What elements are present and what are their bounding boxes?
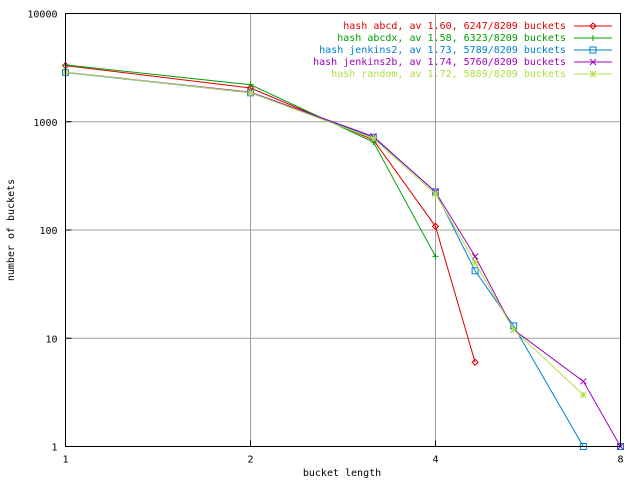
series-5 xyxy=(62,68,587,399)
data-point xyxy=(589,22,597,30)
legend-item: hash jenkins2b, av 1.74, 5760/8209 bucke… xyxy=(313,57,612,68)
data-point xyxy=(589,46,597,54)
data-point xyxy=(247,89,254,96)
data-point xyxy=(579,377,587,385)
series-line xyxy=(65,64,436,257)
data-point xyxy=(510,326,517,334)
legend-label: hash jenkins2, av 1.73, 5789/8209 bucket… xyxy=(319,45,566,56)
y-tick-label: 10000 xyxy=(27,10,57,21)
grid xyxy=(65,13,621,447)
data-point xyxy=(247,81,254,88)
data-point xyxy=(471,259,479,266)
series-3 xyxy=(62,69,624,450)
data-point xyxy=(579,391,587,399)
x-tick-label: 8 xyxy=(617,455,623,466)
data-point xyxy=(370,135,377,142)
y-tick-label: 10 xyxy=(45,334,57,345)
series-line xyxy=(65,72,621,447)
data-point xyxy=(432,190,439,198)
series-line xyxy=(65,71,621,447)
legend-label: hash abcd, av 1.60, 6247/8209 buckets xyxy=(343,21,566,32)
legend-item: hash random, av 1.72, 5889/8209 buckets xyxy=(331,69,612,80)
data-point xyxy=(590,35,596,41)
y-tick-label: 1 xyxy=(51,443,57,454)
data-point xyxy=(471,267,479,275)
series-1 xyxy=(61,61,479,366)
legend-label: hash abcdx, av 1.58, 6323/8209 buckets xyxy=(337,33,566,44)
y-tick-label: 1000 xyxy=(33,118,57,129)
legend-item: hash abcdx, av 1.58, 6323/8209 buckets xyxy=(337,33,612,44)
data-point xyxy=(589,70,597,78)
x-tick-label: 1 xyxy=(62,455,68,466)
tick-labels: 1 2 4 8 1 10 100 1000 10000 xyxy=(27,10,623,466)
x-tick-label: 4 xyxy=(432,455,438,466)
x-tick-label: 2 xyxy=(247,455,253,466)
series-line xyxy=(65,65,476,363)
series-layer xyxy=(61,61,624,450)
series-line xyxy=(65,71,584,396)
y-axis-label: number of buckets xyxy=(6,179,17,281)
data-point xyxy=(432,253,439,260)
data-point xyxy=(431,222,440,231)
y-tick-label: 100 xyxy=(39,226,57,237)
legend-label: hash jenkins2b, av 1.74, 5760/8209 bucke… xyxy=(313,57,566,68)
legend: hash abcd, av 1.60, 6247/8209 bucketshas… xyxy=(313,21,612,80)
legend-label: hash random, av 1.72, 5889/8209 buckets xyxy=(331,69,566,80)
legend-item: hash jenkins2, av 1.73, 5789/8209 bucket… xyxy=(319,45,612,56)
data-point xyxy=(471,358,479,366)
legend-item: hash abcd, av 1.60, 6247/8209 buckets xyxy=(343,21,612,32)
data-point xyxy=(589,58,597,66)
x-axis-label: bucket length xyxy=(303,468,381,479)
